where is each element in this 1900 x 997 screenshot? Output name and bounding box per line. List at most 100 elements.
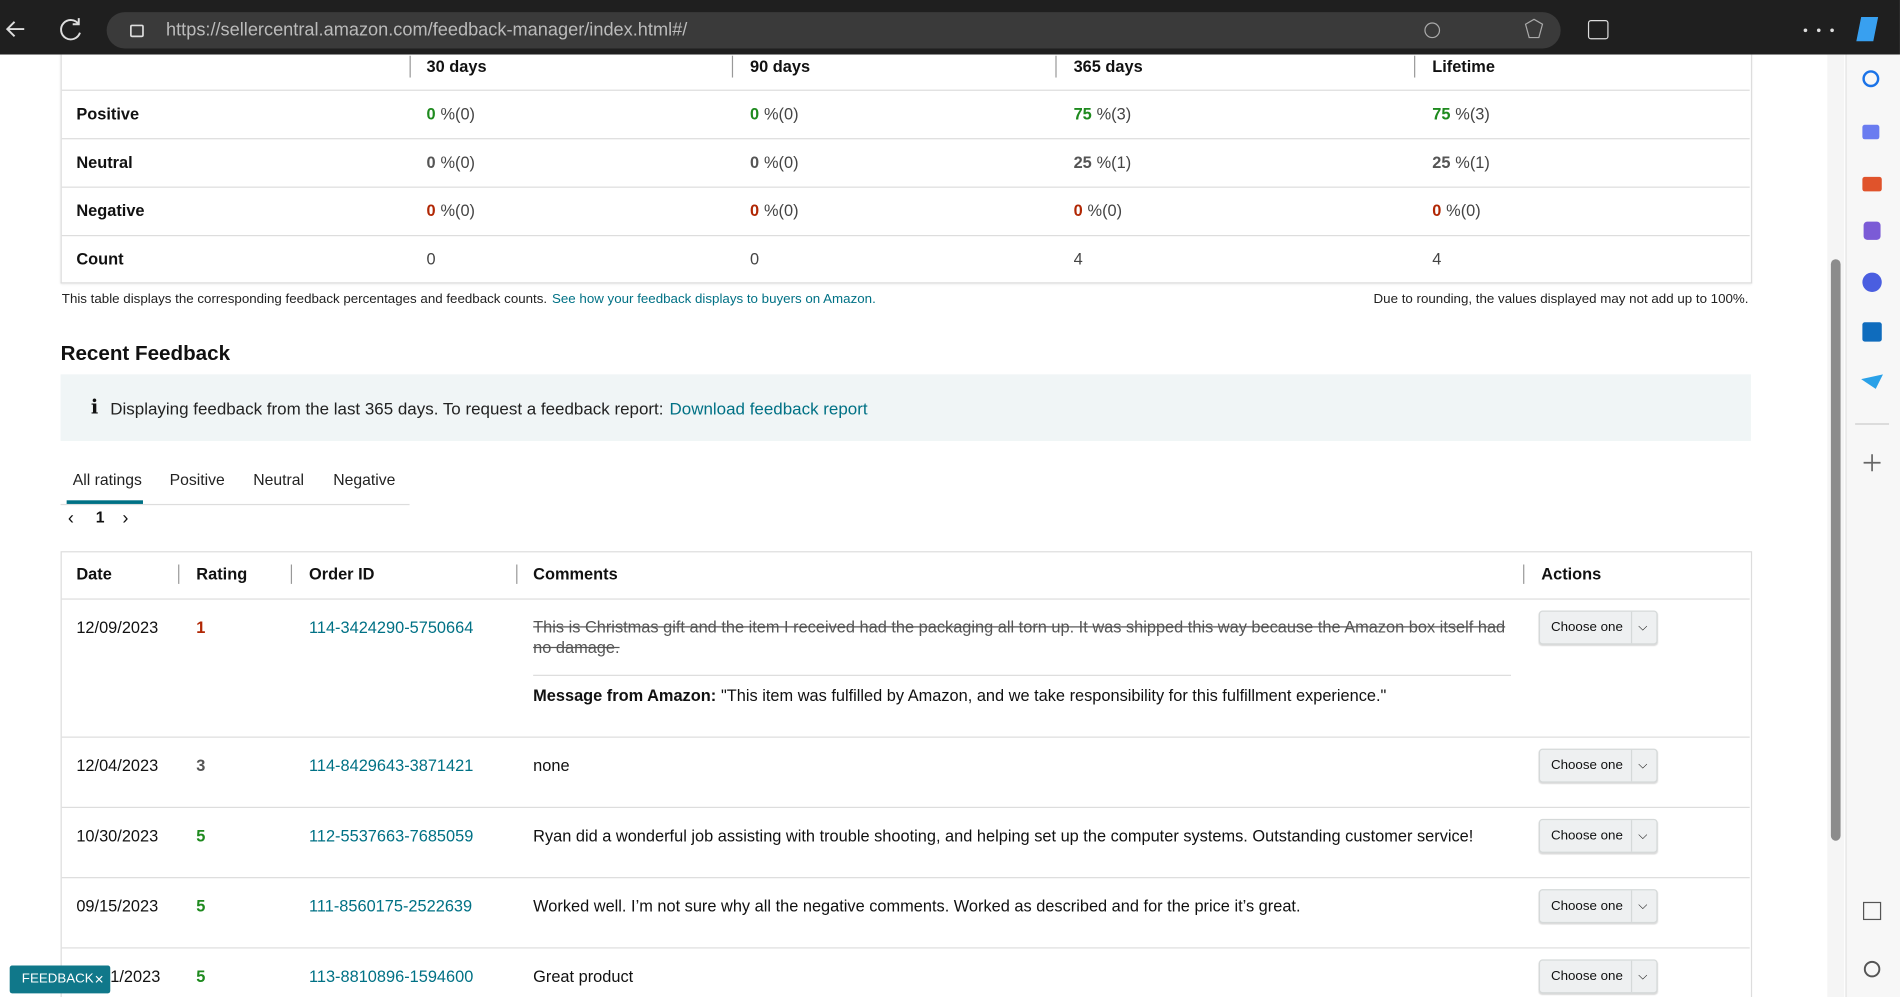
date: 09/15/2023 — [76, 897, 159, 916]
note-link[interactable]: See how your feedback displays to buyers… — [551, 291, 876, 307]
rating: 1 — [196, 618, 206, 637]
cell-detail: %(0) — [763, 201, 799, 220]
row-divider — [61, 947, 1750, 949]
column-header: Rating — [196, 565, 248, 584]
close-icon[interactable]: × — [94, 969, 104, 988]
column-header: Comments — [533, 565, 618, 584]
scroll-thumb[interactable] — [1830, 259, 1841, 841]
next-page[interactable]: › — [122, 508, 129, 529]
info-box: i Displaying feedback from the last 365 d… — [60, 374, 1751, 441]
action-dropdown[interactable]: Choose one ⌵ — [1538, 959, 1658, 994]
summary-cell: 0 %(0) — [427, 202, 476, 220]
dropdown-arrow: ⌵ — [1638, 969, 1648, 984]
rating: 5 — [196, 826, 206, 845]
tab-underline — [66, 500, 143, 504]
dropdown-divider — [1630, 820, 1633, 852]
order-id[interactable]: 112-5537663-7685059 — [308, 826, 474, 845]
download-link[interactable]: Download feedback report — [669, 398, 868, 418]
column-header: 365 days — [1073, 57, 1143, 76]
comment: Great product — [533, 967, 634, 986]
row-label: Negative — [76, 201, 145, 220]
column-divider — [1414, 55, 1416, 78]
cell-value: 0 — [426, 201, 436, 220]
rounding-note: Due to rounding, the values displayed ma… — [1373, 291, 1749, 307]
toolbar-icons — [5, 12, 1879, 49]
dropdown-label: Choose one — [1550, 898, 1623, 914]
side-icons — [1855, 70, 1890, 978]
cell-value: 0 — [426, 153, 436, 172]
summary-cell: 0 — [750, 250, 759, 268]
column-divider — [1523, 564, 1525, 584]
feedback-button[interactable]: FEEDBACK × — [9, 965, 111, 994]
cell-value: 0 — [750, 201, 760, 220]
action-dropdown[interactable]: Choose one ⌵ — [1538, 748, 1658, 783]
side-panel — [1845, 54, 1900, 997]
cell-detail: %(3) — [1096, 104, 1132, 123]
tab[interactable]: Negative — [333, 470, 396, 489]
cell-value: 0 — [426, 104, 436, 123]
cell-value: 75 — [1073, 104, 1092, 123]
column-divider — [516, 564, 518, 584]
tab[interactable]: Positive — [169, 470, 225, 489]
summary-cell: 4 — [1074, 250, 1083, 268]
summary-cell: 75 %(3) — [1074, 105, 1132, 123]
cell-value: 25 — [1432, 153, 1451, 172]
summary-cell: 4 — [1432, 250, 1441, 268]
summary-cell: 75 %(3) — [1432, 105, 1490, 123]
row-label: Count — [76, 250, 124, 269]
summary-cell: 25 %(1) — [1074, 153, 1132, 171]
order-id[interactable]: 111-8560175-2522639 — [308, 897, 473, 916]
column-divider — [731, 55, 734, 78]
summary-cell: 0 %(0) — [750, 105, 799, 123]
comment: Ryan did a wonderful job assisting with … — [533, 826, 1474, 845]
info-icon: i — [90, 395, 99, 419]
row-divider — [61, 89, 1750, 91]
info-text: Displaying feedback from the last 365 da… — [110, 399, 873, 418]
date: 1/2023 — [110, 967, 161, 986]
url[interactable]: https://sellercentral.amazon.com/feedbac… — [166, 19, 688, 41]
date: 12/09/2023 — [76, 618, 159, 637]
feedback-label: FEEDBACK — [21, 971, 94, 987]
dropdown-arrow: ⌵ — [1638, 758, 1648, 773]
column-header: Actions — [1541, 565, 1602, 584]
column-header: Date — [76, 565, 112, 584]
rating: 3 — [196, 756, 206, 775]
cell-detail: %(1) — [1455, 153, 1490, 172]
action-dropdown[interactable]: Choose one ⌵ — [1538, 610, 1658, 645]
message-label: Message from Amazon: — [533, 686, 717, 705]
cell-detail: %(0) — [763, 104, 799, 123]
page-number[interactable]: 1 — [95, 508, 105, 527]
column-divider — [1055, 55, 1057, 78]
order-id[interactable]: 113-8810896-1594600 — [308, 967, 474, 986]
dropdown-label: Choose one — [1550, 758, 1623, 773]
summary-cell: 0 %(0) — [750, 153, 799, 171]
column-header: Lifetime — [1432, 57, 1495, 76]
tab[interactable]: Neutral — [253, 470, 305, 489]
dropdown-divider — [1630, 611, 1633, 644]
row-divider — [61, 736, 1750, 738]
section-title: Recent Feedback — [60, 341, 231, 365]
action-dropdown[interactable]: Choose one ⌵ — [1538, 889, 1658, 924]
tab[interactable]: All ratings — [72, 470, 142, 489]
comment: This is Christmas gift and the item I re… — [533, 617, 1506, 657]
cell-value: 0 — [1073, 201, 1083, 220]
summary-cell: 0 %(0) — [1432, 202, 1481, 220]
cell-detail: %(0) — [763, 153, 799, 172]
row-divider — [61, 186, 1750, 188]
action-dropdown[interactable]: Choose one ⌵ — [1538, 818, 1658, 853]
cell-value: 25 — [1073, 153, 1092, 172]
cell-value: 0 — [750, 153, 760, 172]
prev-page[interactable]: ‹ — [67, 508, 74, 529]
comment: none — [533, 756, 570, 775]
dropdown-divider — [1630, 749, 1633, 782]
cell-value: 0 — [1432, 201, 1442, 220]
row-divider — [61, 138, 1750, 140]
order-id[interactable]: 114-8429643-3871421 — [308, 756, 474, 775]
summary-cell: 0 %(0) — [1074, 202, 1123, 220]
dropdown-label: Choose one — [1550, 969, 1623, 984]
order-id[interactable]: 114-3424290-5750664 — [308, 618, 474, 637]
summary-cell: 25 %(1) — [1432, 153, 1490, 171]
summary-cell: 0 %(0) — [750, 202, 799, 220]
summary-table — [60, 54, 1753, 284]
